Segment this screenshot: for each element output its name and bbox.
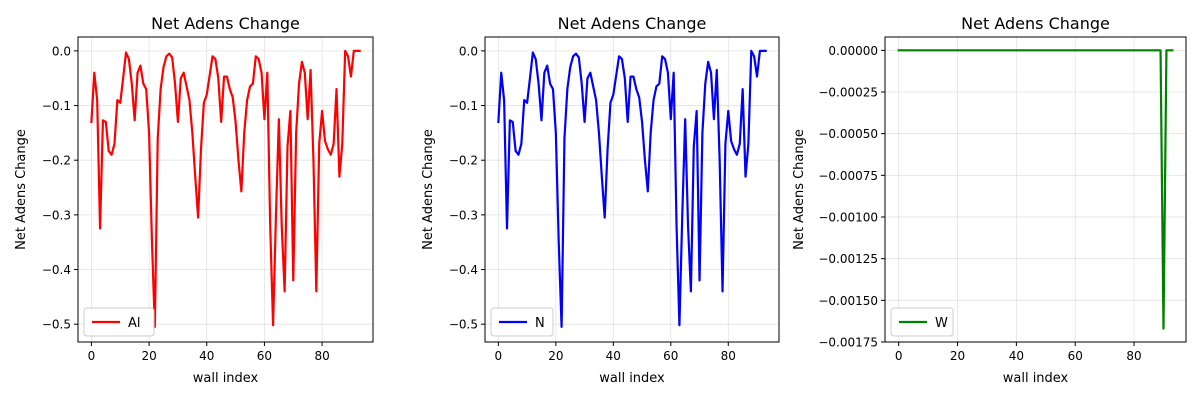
x-tick-label: 80 [1126,349,1141,363]
y-tick-label: −0.4 [449,263,478,277]
x-tick-label: 0 [495,349,503,363]
chart-title: Net Adens Change [961,14,1110,33]
y-tick-label: −0.1 [42,99,71,113]
y-tick-label: −0.3 [42,208,71,222]
chart-title: Net Adens Change [558,14,707,33]
x-tick-label: 20 [548,349,563,363]
y-tick-label: −0.00075 [818,169,878,183]
y-tick-label: −0.1 [449,99,478,113]
x-tick-label: 20 [950,349,965,363]
x-tick-label: 40 [606,349,621,363]
y-tick-label: −0.2 [449,154,478,168]
chart-title: Net Adens Change [151,14,300,33]
x-tick-label: 80 [314,349,329,363]
legend: W [890,307,954,337]
x-tick-label: 0 [895,349,903,363]
y-tick-label: −0.2 [42,154,71,168]
legend-label: Al [128,316,141,331]
x-tick-label: 20 [141,349,156,363]
y-tick-label: −0.00175 [818,336,878,350]
y-axis-label: Net Adens Change [792,129,807,250]
y-tick-label: −0.00100 [818,211,878,225]
y-axis-label: Net Adens Change [421,129,436,250]
x-axis-label: wall index [599,371,665,386]
axes-frame [77,36,374,343]
y-tick-label: −0.00025 [818,86,878,100]
chart-panel-3: 0 20 40 60 80 0.00000 −0.00025 −0.00050 −0.00075… [792,14,1187,386]
x-axis-label: wall index [1003,371,1069,386]
x-tick-label: 60 [663,349,678,363]
series-line-N [497,49,767,329]
y-tick-label: −0.4 [42,263,71,277]
legend-label: N [535,316,545,331]
chart-panel-1: 0 20 40 60 80 0.0 −0.1 −0.2 −0.3 −0.4 −0.5 Net Aden… [14,14,374,386]
legend: Al [83,307,155,337]
legend-label: W [935,316,948,331]
x-tick-label: 60 [257,349,272,363]
x-tick-label: 40 [1009,349,1024,363]
y-tick-label: −0.3 [449,208,478,222]
x-tick-label: 0 [88,349,96,363]
y-tick-label: 0.00000 [828,44,878,58]
y-tick-label: −0.00150 [818,294,878,308]
axes-frame [484,36,780,343]
axes-frame [884,36,1187,343]
y-tick-label: 0.0 [52,44,71,58]
x-axis-label: wall index [193,371,259,386]
x-tick-label: 60 [1068,349,1083,363]
chart-panel-2: 0 20 40 60 80 0.0 −0.1 −0.2 −0.3 −0.4 −0.5 Net Aden… [421,14,780,386]
y-axis-label: Net Adens Change [14,129,29,250]
series-line-W [897,49,1174,330]
series-line-Al [90,49,361,329]
legend: N [490,307,554,337]
x-tick-label: 80 [721,349,736,363]
y-tick-label: −0.00125 [818,252,878,266]
y-tick-label: −0.5 [449,318,478,332]
x-tick-label: 40 [199,349,214,363]
y-tick-label: 0.0 [459,44,478,58]
y-tick-label: −0.5 [42,318,71,332]
y-tick-label: −0.00050 [818,127,878,141]
